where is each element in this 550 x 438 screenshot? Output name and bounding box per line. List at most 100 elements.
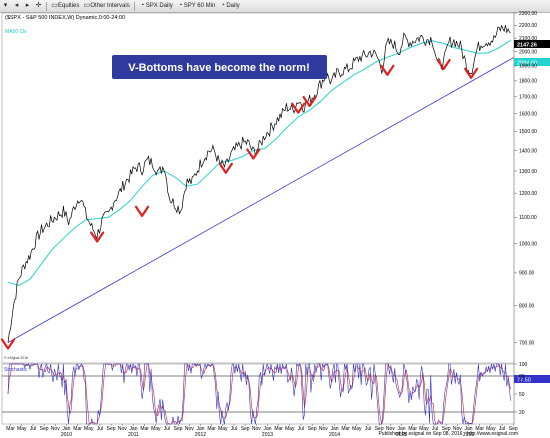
y-tick-label: 700.00 bbox=[519, 340, 535, 346]
x-tick-label: Jan bbox=[62, 426, 70, 432]
v-bottom-marker bbox=[380, 64, 395, 76]
x-tick-label: May bbox=[486, 426, 496, 432]
x-tick-label: Jan bbox=[465, 426, 473, 432]
stochastic-title: Stochastic bbox=[4, 367, 28, 373]
toolbar-item-1[interactable]: ◂ bbox=[11, 0, 22, 12]
toolbar-item-6[interactable]: ◔ SPX Daily bbox=[137, 0, 175, 12]
support-trendline bbox=[7, 56, 515, 343]
x-tick-label: Mar bbox=[6, 426, 15, 432]
x-tick-label: Jul bbox=[164, 426, 170, 432]
arrow-right-icon: ▸ bbox=[25, 2, 30, 9]
x-tick-label: Jul bbox=[97, 426, 103, 432]
x-tick-label: Sep bbox=[107, 426, 116, 432]
v-bottom-marker bbox=[246, 148, 261, 160]
y-tick-label: 1900.00 bbox=[519, 64, 537, 70]
x-tick-label: Sep bbox=[509, 426, 518, 432]
crosshair-icon: ✛ bbox=[35, 2, 42, 9]
stochastic-d-line bbox=[7, 362, 511, 426]
x-tick-label: Mar bbox=[408, 426, 417, 432]
x-tick-label: Nov bbox=[252, 426, 261, 432]
v-bottom-marker bbox=[134, 205, 150, 217]
x-tick-label: May bbox=[17, 426, 27, 432]
x-tick-label: Jul bbox=[30, 426, 36, 432]
stoch-y-tick-label: 20 bbox=[519, 410, 525, 416]
toolbar-item-5[interactable]: ▭ Other Intervals bbox=[81, 0, 131, 12]
toolbar-item-4[interactable]: ▭ Equities bbox=[49, 0, 81, 12]
stoch-y-tick-label: 80 bbox=[519, 374, 525, 380]
x-tick-label: Mar bbox=[73, 426, 82, 432]
y-tick-label: 1700.00 bbox=[519, 95, 537, 101]
x-tick-label: Jul bbox=[365, 426, 371, 432]
equities-folder-icon: ▭ bbox=[51, 2, 58, 9]
stochastic-tag-label: 77.50 bbox=[517, 378, 531, 384]
toolbar-item-3[interactable]: ✛ bbox=[33, 0, 44, 12]
triangle-down-icon: ▾ bbox=[3, 2, 8, 9]
y-tick-label: 2000.00 bbox=[519, 50, 537, 56]
x-tick-label: Nov bbox=[118, 426, 127, 432]
toolbar-label: SPY 60 Min bbox=[183, 3, 216, 9]
v-bottom-marker bbox=[218, 162, 233, 174]
x-tick-label: Jan bbox=[263, 426, 271, 432]
stochastic-pane bbox=[1, 363, 515, 425]
y-tick-label: 900.00 bbox=[519, 271, 535, 277]
spy-60min-chart-icon: ◔ bbox=[178, 2, 183, 9]
y-tick-label: 1800.00 bbox=[519, 79, 537, 85]
price-tag-label: 2147.26 bbox=[517, 43, 537, 49]
price-line bbox=[7, 24, 511, 343]
y-tick-label: 1400.00 bbox=[519, 148, 537, 154]
toolbar-separator bbox=[133, 1, 135, 11]
toolbar-item-0[interactable]: ▾ bbox=[0, 0, 11, 12]
x-tick-label: Nov bbox=[51, 426, 60, 432]
y-tick-label: 2300.00 bbox=[519, 11, 537, 17]
stochastic-tag bbox=[514, 375, 550, 383]
y-tick-label: 1600.00 bbox=[519, 111, 537, 117]
stoch-y-tick-label: 50 bbox=[519, 392, 525, 398]
x-tick-label: Sep bbox=[442, 426, 451, 432]
chart-toolbar: ▾ ◂ ▸ ✛ ▭ Equities ▭ Other Intervals ◔ SPX Daily ◔… bbox=[0, 0, 550, 13]
year-label: 2016 bbox=[463, 432, 474, 438]
x-tick-label: Jan bbox=[330, 426, 338, 432]
x-tick-label: Mar bbox=[274, 426, 283, 432]
toolbar-item-2[interactable]: ▸ bbox=[22, 0, 33, 12]
year-label: 2015 bbox=[396, 432, 407, 438]
year-label: 2012 bbox=[195, 432, 206, 438]
x-tick-label: Jan bbox=[397, 426, 405, 432]
year-label: 2013 bbox=[262, 432, 273, 438]
other-intervals-folder-icon: ▭ bbox=[83, 2, 91, 9]
copyright: © eSignal 2016 bbox=[4, 356, 28, 360]
ma-series-label: MA50 Cls bbox=[5, 29, 27, 35]
year-label: 2010 bbox=[61, 432, 72, 438]
x-tick-label: Nov bbox=[319, 426, 328, 432]
x-tick-label: Jul bbox=[432, 426, 438, 432]
y-tick-label: 1100.00 bbox=[519, 215, 537, 221]
x-tick-label: May bbox=[151, 426, 161, 432]
x-tick-label: Sep bbox=[174, 426, 183, 432]
toolbar-separator bbox=[46, 1, 47, 11]
chart-title: ($SPX - S&P 500 INDEX,W) Dynamic,0:00-24… bbox=[5, 15, 125, 21]
x-tick-label: Jul bbox=[499, 426, 505, 432]
v-bottom-marker bbox=[436, 58, 451, 71]
y-tick-label: 2100.00 bbox=[519, 36, 537, 42]
ma-tag-label: 2084.00 bbox=[517, 61, 537, 67]
x-tick-label: Sep bbox=[375, 426, 384, 432]
toolbar-label: SPX Daily bbox=[145, 3, 173, 9]
x-tick-label: Jan bbox=[129, 426, 137, 432]
toolbar-item-8[interactable]: ◔ Daily bbox=[217, 0, 241, 12]
v-bottom-marker bbox=[291, 102, 306, 114]
x-tick-label: Mar bbox=[207, 426, 216, 432]
v-bottom-marker bbox=[0, 338, 16, 350]
x-tick-label: May bbox=[352, 426, 362, 432]
x-tick-label: Jul bbox=[231, 426, 237, 432]
x-tick-label: Mar bbox=[475, 426, 484, 432]
year-label: 2011 bbox=[128, 432, 139, 438]
x-tick-label: May bbox=[84, 426, 94, 432]
y-tick-label: 1500.00 bbox=[519, 129, 537, 135]
stoch-y-tick-label: 100 bbox=[519, 362, 528, 368]
y-tick-label: 800.00 bbox=[519, 303, 535, 309]
x-tick-label: Sep bbox=[40, 426, 49, 432]
price-tag bbox=[514, 40, 550, 48]
toolbar-item-7[interactable]: ◔ SPY 60 Min bbox=[175, 0, 218, 12]
x-tick-label: Nov bbox=[386, 426, 395, 432]
spx-daily-chart-icon: ◔ bbox=[140, 2, 145, 9]
